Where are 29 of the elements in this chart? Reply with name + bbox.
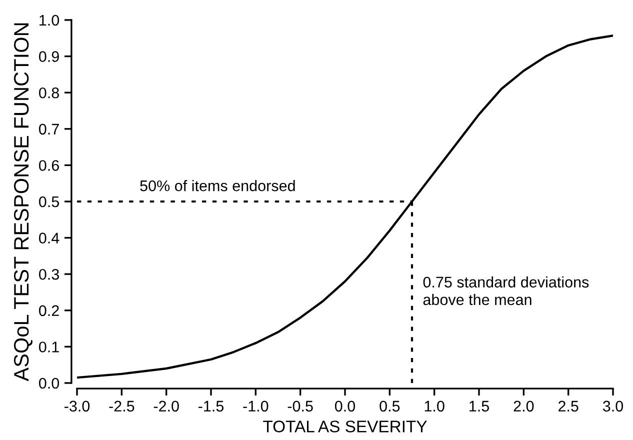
x-tick-label: 3.0 — [602, 400, 624, 412]
x-tick-label: -1.5 — [198, 400, 224, 412]
y-axis-title: ASQoL TEST RESPONSE FUNCTION — [14, 23, 32, 382]
y-tick-label: 1.0 — [40, 14, 60, 26]
x-tick-label: -1.0 — [243, 400, 268, 412]
x-tick-label: 1.0 — [424, 400, 444, 412]
y-tick-label: 0.9 — [39, 51, 59, 62]
ref-line-label: 50% of items endorsed — [140, 180, 295, 192]
y-tick-label: 0.0 — [39, 378, 60, 389]
y-tick-label: 0.1 — [39, 342, 59, 352]
y-tick-label: 0.6 — [39, 160, 59, 171]
x-tick-label: 1.5 — [470, 400, 489, 412]
ref-line-label: 0.75 standard deviations above the mean — [423, 276, 589, 306]
x-axis-title: TOTAL AS SEVERITY — [263, 420, 427, 432]
y-tick-label: 0.8 — [39, 87, 59, 98]
x-tick-label: -2.0 — [154, 400, 179, 412]
x-tick-label: 0.0 — [334, 400, 356, 412]
x-tick-label: 2.5 — [558, 400, 578, 412]
x-tick-label: -0.5 — [288, 400, 313, 412]
x-tick-label: 0.5 — [380, 400, 400, 412]
x-tick-label: 2.0 — [514, 400, 534, 412]
y-tick-label: 0.5 — [39, 196, 59, 208]
y-tick-label: 0.4 — [39, 232, 60, 244]
x-tick-label: -2.5 — [109, 400, 134, 412]
y-tick-label: 0.7 — [39, 124, 59, 135]
y-tick-label: 0.2 — [39, 305, 59, 316]
x-tick-label: -3.0 — [64, 400, 90, 412]
y-tick-label: 0.3 — [39, 268, 59, 280]
line-series — [77, 34, 613, 379]
